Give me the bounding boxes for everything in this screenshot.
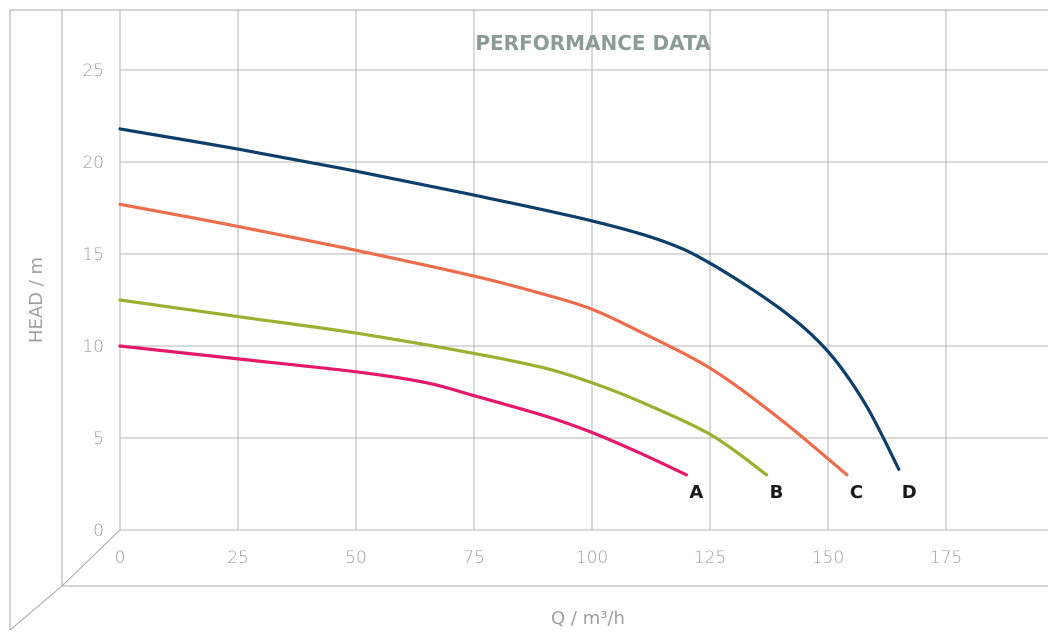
x-tick-label: 125 [694,548,726,568]
chart-title: PERFORMANCE DATA [475,31,711,55]
floor-diagonal-back [61,529,121,587]
series-label-c: C [850,482,863,503]
chart-frame [9,9,1048,631]
y-tick-label: 5 [93,429,104,449]
series-labels: A B C D [689,482,916,503]
series [118,127,901,477]
x-tick-label: 175 [930,548,962,568]
series-line-c [118,202,849,477]
tick-labels: 0 5 10 15 20 25 0 25 50 75 100 125 150 175 [82,61,962,568]
x-tick-label: 0 [115,548,126,568]
y-tick-label: 15 [82,245,104,265]
series-label-d: D [902,482,917,503]
x-tick-label: 150 [812,548,844,568]
series-line-b [118,298,769,477]
series-line-a [118,344,688,477]
floor-diagonal-front [9,585,63,631]
x-tick-label: 50 [345,548,367,568]
x-tick-label: 100 [576,548,608,568]
series-label-b: B [770,482,784,503]
series-label-a: A [689,482,703,503]
series-line-d [118,127,901,471]
y-axis-label: HEAD / m [26,257,47,343]
x-axis-label: Q / m³/h [551,608,625,629]
grid [119,10,1048,531]
x-tick-label: 25 [227,548,249,568]
y-tick-label: 10 [82,337,104,357]
y-tick-label: 20 [82,153,104,173]
x-tick-label: 75 [463,548,485,568]
y-tick-label: 0 [93,521,104,541]
y-tick-label: 25 [82,61,104,81]
